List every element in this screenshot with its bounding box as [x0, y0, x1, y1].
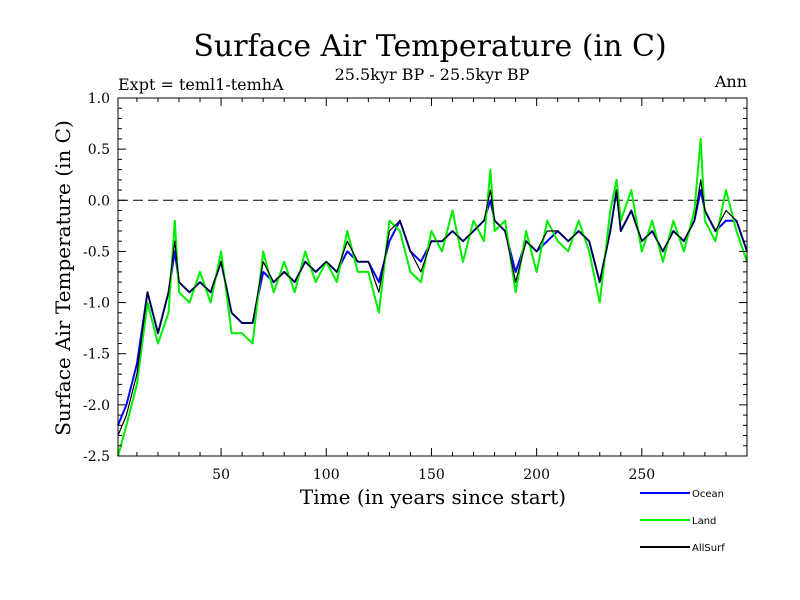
series-layer [117, 137, 748, 457]
x-tick-label: 100 [313, 467, 340, 483]
y-tick-label: 0.5 [88, 142, 110, 158]
y-tick-label: -1.5 [83, 347, 110, 363]
axis-ticks: 50 100 150 200 250 -2.5 -2.0 -1.5 -1.0 -0.5 0.0 0.5… [83, 91, 747, 483]
chart-title: Surface Air Temperature (in C) [193, 29, 666, 64]
x-axis-label: Time (in years since start) [300, 485, 566, 509]
experiment-label: Expt = teml1-temhA [118, 75, 284, 94]
y-axis-label: Surface Air Temperature (in C) [51, 120, 75, 436]
x-tick-label: 50 [212, 467, 230, 483]
series-line-land [117, 137, 748, 457]
plot-frame [117, 97, 748, 457]
y-tick-label: -2.0 [83, 398, 110, 414]
y-tick-label: -1.0 [83, 296, 110, 312]
legend-label-allsurf: AllSurf [692, 543, 725, 554]
y-tick-label: 1.0 [88, 91, 110, 107]
legend-label-ocean: Ocean [692, 489, 724, 500]
x-tick-label: 250 [628, 467, 655, 483]
season-label: Ann [714, 72, 747, 91]
legend: Ocean Land AllSurf [640, 489, 725, 554]
legend-label-land: Land [692, 516, 716, 527]
y-tick-label: -0.5 [83, 244, 110, 260]
x-tick-label: 150 [418, 467, 445, 483]
x-tick-label: 200 [523, 467, 550, 483]
series-line-allsurf [117, 179, 748, 436]
y-tick-label: -2.5 [83, 449, 110, 465]
chart-subtitle: 25.5kyr BP - 25.5kyr BP [335, 65, 530, 84]
y-tick-label: 0.0 [88, 193, 110, 209]
